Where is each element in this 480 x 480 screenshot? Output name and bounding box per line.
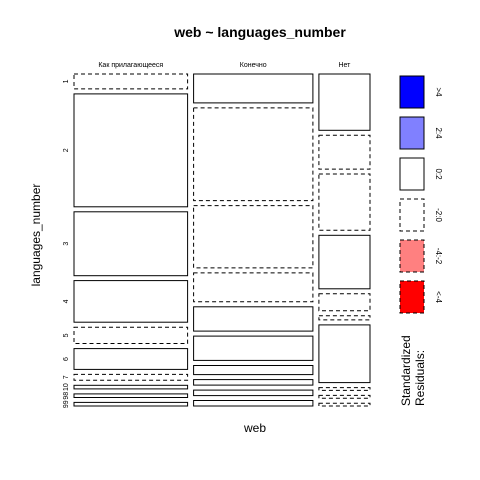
mosaic-tile (193, 400, 314, 407)
legend-label: 0:2 (434, 168, 443, 180)
mosaic-tile (318, 394, 371, 399)
legend: >4 2:4 0:2 -2:0 -4:-2 <-4 Standardized Residual… (399, 75, 443, 406)
mosaic-tile (73, 348, 189, 370)
legend-label: -4:-2 (434, 248, 443, 265)
mosaic-tile (73, 73, 189, 90)
mosaic-tile (73, 401, 189, 407)
legend-title: Residuals: (413, 350, 427, 406)
mosaic-tile (318, 315, 371, 321)
mosaic-tile (193, 107, 314, 202)
mosaic-tile (318, 402, 371, 407)
mosaic-tile (318, 324, 371, 384)
column-label: Конечно (240, 62, 267, 69)
chart-title: web ~ languages_number (173, 24, 346, 40)
mosaic-tile (318, 293, 371, 312)
legend-label: <-4 (434, 291, 443, 303)
legend-swatch (399, 280, 425, 314)
row-label: 7 (63, 375, 70, 379)
legend-swatch (399, 75, 425, 109)
mosaic-tile (193, 379, 314, 386)
column-labels: Как прилагающееся Конечно Нет (98, 62, 351, 69)
mosaic-tile (193, 272, 314, 303)
mosaic-tile (73, 373, 189, 381)
mosaic-tile (73, 280, 189, 323)
legend-label: >4 (434, 87, 443, 97)
mosaic-tiles (73, 73, 371, 407)
x-axis-label: web (243, 421, 266, 435)
row-label: 4 (63, 299, 70, 303)
legend-swatch (399, 198, 425, 232)
mosaic-tile (73, 393, 189, 398)
mosaic-tile (193, 306, 314, 332)
mosaic-tile (318, 73, 371, 131)
row-label: 5 (63, 333, 70, 337)
mosaic-tile (318, 234, 371, 290)
mosaic-tile (193, 365, 314, 376)
row-label: 6 (63, 357, 70, 361)
mosaic-tile (73, 93, 189, 208)
legend-swatch (399, 239, 425, 273)
mosaic-tile (318, 134, 371, 170)
mosaic-tile (73, 326, 189, 345)
mosaic-tile (193, 335, 314, 361)
legend-label: 2:4 (434, 127, 443, 139)
legend-title: Standardized (399, 335, 413, 406)
legend-label: -2:0 (434, 208, 443, 222)
column-label: Нет (338, 62, 351, 69)
legend-swatch (399, 116, 425, 150)
mosaic-tile (318, 173, 371, 231)
row-label: 3 (63, 242, 70, 246)
mosaic-tile (73, 211, 189, 277)
y-axis-label: languages_number (29, 184, 43, 287)
row-label: 99 (63, 400, 70, 408)
mosaic-tile (193, 389, 314, 397)
row-label: 10 (63, 383, 70, 391)
mosaic-tile (73, 384, 189, 390)
mosaic-tile (193, 205, 314, 269)
row-label: 2 (63, 148, 70, 152)
row-label: 1 (63, 79, 70, 83)
mosaic-tile (193, 73, 314, 104)
column-label: Как прилагающееся (98, 62, 163, 69)
row-label: 98 (63, 392, 70, 400)
mosaic-tile (318, 387, 371, 391)
legend-swatch (399, 157, 425, 191)
